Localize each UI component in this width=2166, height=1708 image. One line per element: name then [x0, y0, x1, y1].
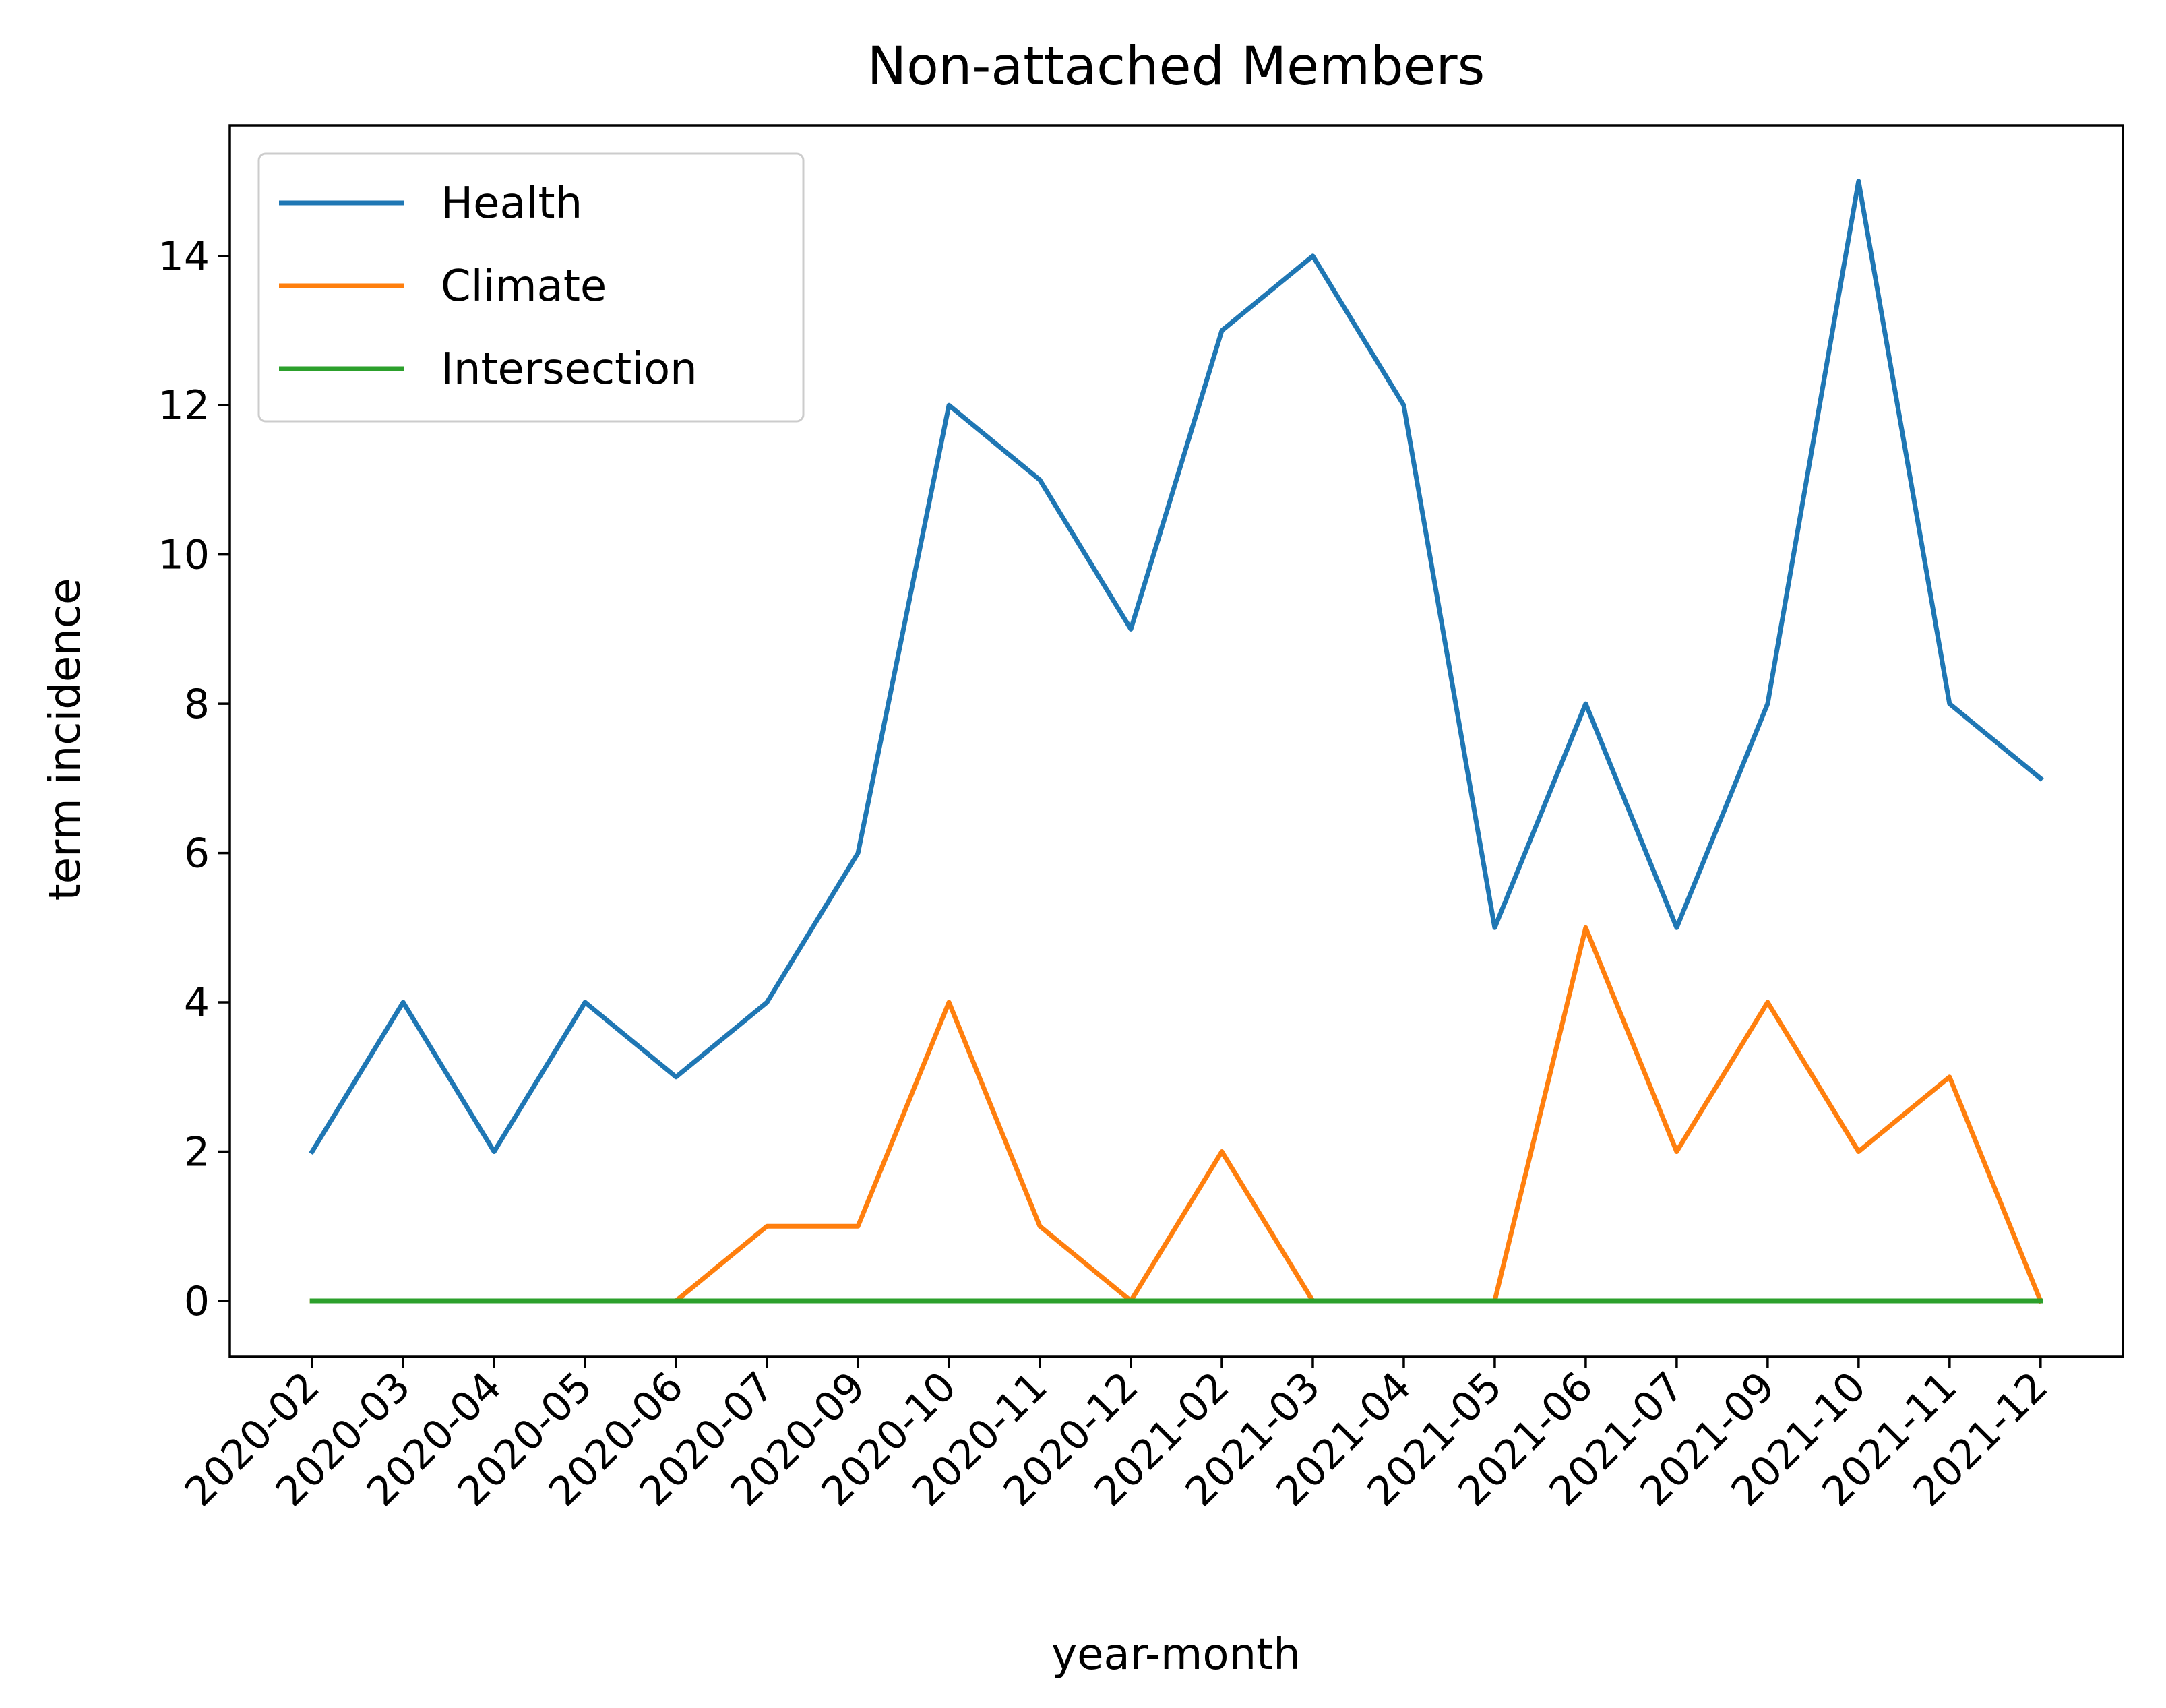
series-line-health — [309, 179, 2044, 1155]
chart-title: Non-attached Members — [867, 36, 1485, 97]
y-tick-label: 0 — [184, 1278, 210, 1325]
y-tick-label: 2 — [184, 1129, 210, 1176]
legend-label: Intersection — [441, 344, 698, 394]
y-tick-label: 14 — [158, 233, 210, 280]
y-tick-label: 12 — [158, 382, 210, 429]
y-tick-label: 10 — [158, 532, 210, 579]
legend-label: Climate — [441, 262, 607, 311]
y-axis-label: term incidence — [40, 578, 90, 901]
y-tick-label: 8 — [184, 681, 210, 728]
axes-frame — [228, 124, 2124, 1358]
legend: Health Climate Intersection — [257, 152, 805, 423]
legend-label: Health — [441, 179, 582, 228]
y-tick-label: 6 — [184, 830, 210, 878]
x-axis-label: year-month — [1051, 1630, 1301, 1680]
legend-box — [257, 152, 805, 423]
y-tick-label: 4 — [184, 979, 210, 1027]
